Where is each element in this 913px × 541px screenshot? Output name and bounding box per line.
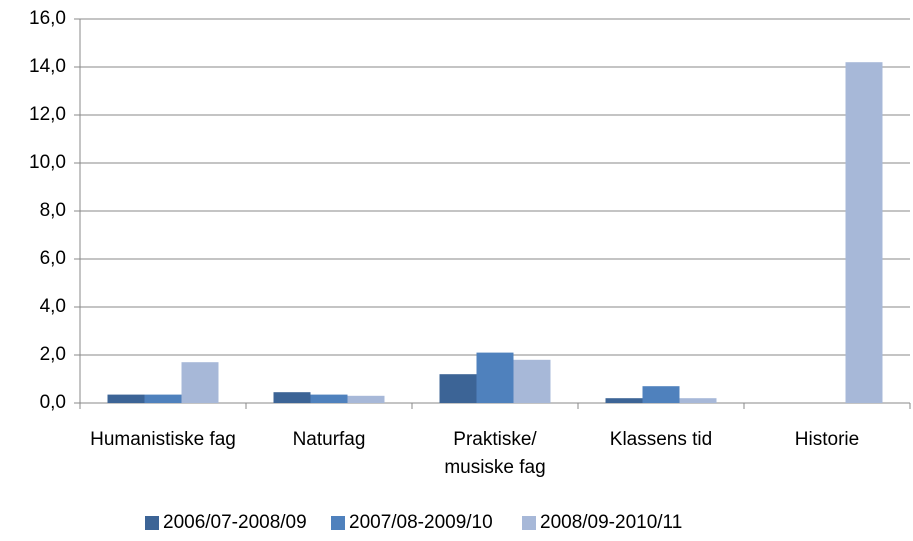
bar (642, 386, 680, 403)
bar (476, 352, 514, 403)
y-tick-label: 8,0 (40, 200, 66, 221)
legend-item: 2008/09-2010/11 (522, 512, 682, 534)
bar (679, 398, 717, 403)
y-tick-label: 2,0 (40, 344, 66, 365)
bar (605, 398, 643, 403)
y-tick-label: 6,0 (40, 248, 66, 269)
x-tick-label: Historie (794, 429, 860, 450)
y-tick-label: 12,0 (29, 104, 66, 125)
y-tick-label: 0,0 (40, 392, 66, 413)
bar (107, 394, 145, 403)
legend-swatch (522, 516, 536, 530)
bar (513, 359, 551, 403)
x-tick-label: Naturfag (292, 429, 366, 450)
legend-swatch (331, 516, 345, 530)
bar (181, 362, 219, 403)
bar (439, 374, 477, 403)
bar (347, 395, 385, 403)
bar (845, 62, 883, 403)
legend-label: 2007/08-2009/10 (349, 512, 493, 533)
y-tick-label: 14,0 (29, 56, 66, 77)
legend-label: 2008/09-2010/11 (540, 512, 683, 533)
y-tick-label: 10,0 (29, 152, 66, 173)
y-tick-label: 16,0 (29, 8, 66, 29)
bar (310, 394, 348, 403)
bar (273, 392, 311, 403)
legend-item: 2006/07-2008/09 (145, 512, 307, 534)
legend-item: 2007/08-2009/10 (331, 512, 493, 534)
y-tick-label: 4,0 (40, 296, 66, 317)
x-tick-label: Klassens tid (609, 429, 713, 450)
legend-swatch (145, 516, 159, 530)
x-tick-label: Humanistiske fag (90, 429, 236, 450)
legend-label: 2006/07-2008/09 (163, 512, 307, 533)
x-tick-label: Praktiske/ musiske fag (444, 429, 546, 478)
bar (144, 394, 182, 403)
